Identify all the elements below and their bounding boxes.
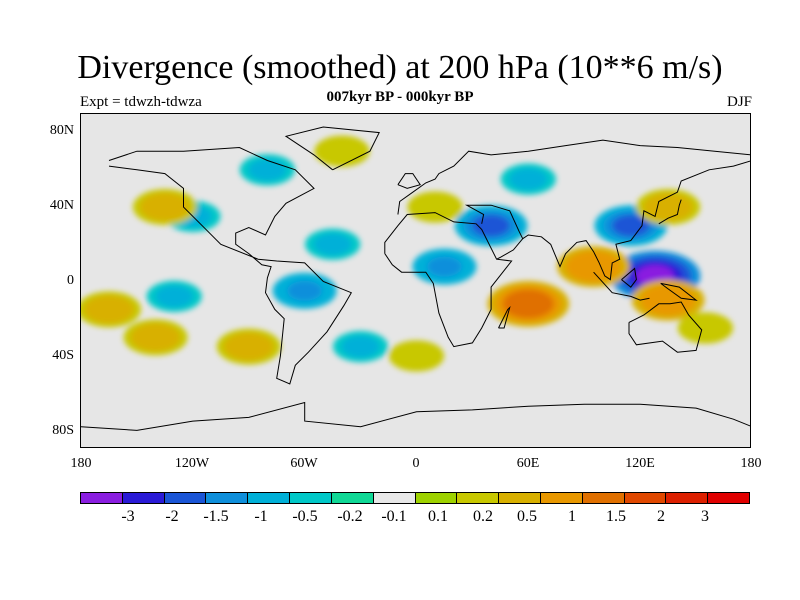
legend-swatch [290, 493, 332, 503]
map-title: Divergence (smoothed) at 200 hPa (10**6 … [77, 49, 723, 86]
lat-tick-40n: 40N [49, 198, 74, 213]
legend-label: 0.1 [428, 508, 448, 525]
legend-label: -0.5 [292, 508, 318, 525]
coastline [108, 146, 353, 385]
legend-label: 3 [701, 508, 709, 525]
divergence-contour [612, 214, 650, 237]
divergence-contour [416, 196, 454, 218]
legend-swatch [331, 493, 374, 503]
coastline [621, 267, 637, 288]
legend-swatch [666, 493, 709, 503]
lon-tick-60w: 60W [290, 456, 318, 471]
lat-tick-40s: 40S [52, 348, 74, 363]
divergence-contour [472, 214, 510, 237]
coastline [498, 306, 511, 329]
divergence-contour [649, 289, 687, 311]
divergence-contour [91, 299, 127, 320]
coastline [660, 282, 698, 301]
legend-label: 2 [657, 508, 665, 525]
divergence-map [80, 113, 751, 448]
legend-swatch [415, 493, 458, 503]
legend-swatch [708, 493, 749, 503]
legend-label: 1 [568, 508, 576, 525]
lon-tick-180e: 180 [740, 456, 762, 471]
coastline [397, 139, 750, 215]
divergence-contour [248, 159, 287, 181]
lat-tick-0: 0 [67, 273, 74, 288]
lat-tick-80s: 80S [52, 423, 74, 438]
legend-swatch [373, 493, 416, 503]
coastline [81, 401, 750, 431]
legend-label: -1 [254, 508, 268, 525]
legend-label: -1.5 [203, 508, 229, 525]
coastline [658, 199, 682, 225]
season-label: DJF [726, 94, 752, 110]
divergence-contour [147, 197, 183, 218]
color-legend [80, 492, 750, 504]
coastline [464, 204, 524, 260]
coastline [397, 173, 421, 189]
divergence-contour [323, 140, 361, 163]
divergence-contour [509, 168, 548, 190]
legend-label: -0.2 [337, 508, 363, 525]
divergence-contour [313, 233, 352, 256]
coastline [628, 301, 703, 353]
divergence-contour [650, 197, 686, 218]
experiment-label: Expt = tdwzh-tdwza [80, 94, 202, 110]
legend-swatch [582, 493, 625, 503]
legend-label: 0.5 [517, 508, 537, 525]
divergence-contour [341, 335, 380, 358]
coastline [284, 126, 380, 171]
divergence-contour [510, 293, 547, 315]
legend-swatch [122, 493, 165, 503]
lat-tick-80n: 80N [49, 123, 74, 138]
legend-label: 0.2 [473, 508, 493, 525]
lon-tick-120e: 120E [625, 456, 655, 471]
legend-swatch [164, 493, 207, 503]
divergence-contour [397, 345, 436, 367]
divergence-field [81, 126, 750, 431]
legend-swatch [457, 493, 500, 503]
divergence-contour [231, 336, 267, 357]
lon-tick-180w: 180 [70, 456, 92, 471]
coastline [522, 160, 750, 281]
divergence-contour [287, 280, 322, 301]
lon-tick-60e: 60E [516, 456, 540, 471]
legend-label: 1.5 [606, 508, 626, 525]
legend-swatch [206, 493, 249, 503]
divergence-contour [686, 317, 725, 339]
coastline [384, 212, 513, 348]
legend-label: -2 [165, 508, 179, 525]
legend-swatch [81, 493, 123, 503]
divergence-contour [574, 255, 613, 278]
divergence-contour [138, 327, 173, 348]
lon-tick-120w: 120W [174, 456, 210, 471]
legend-swatch [540, 493, 583, 503]
legend-swatch [624, 493, 667, 503]
legend-swatch [248, 493, 291, 503]
lon-tick-0: 0 [412, 456, 420, 471]
divergence-contour [427, 256, 462, 277]
map-subtitle: 007kyr BP - 000kyr BP [326, 89, 474, 105]
divergence-contour [155, 285, 193, 308]
legend-label: -3 [121, 508, 135, 525]
legend-label: -0.1 [381, 508, 407, 525]
legend-swatch [499, 493, 541, 503]
coastline [593, 271, 650, 301]
